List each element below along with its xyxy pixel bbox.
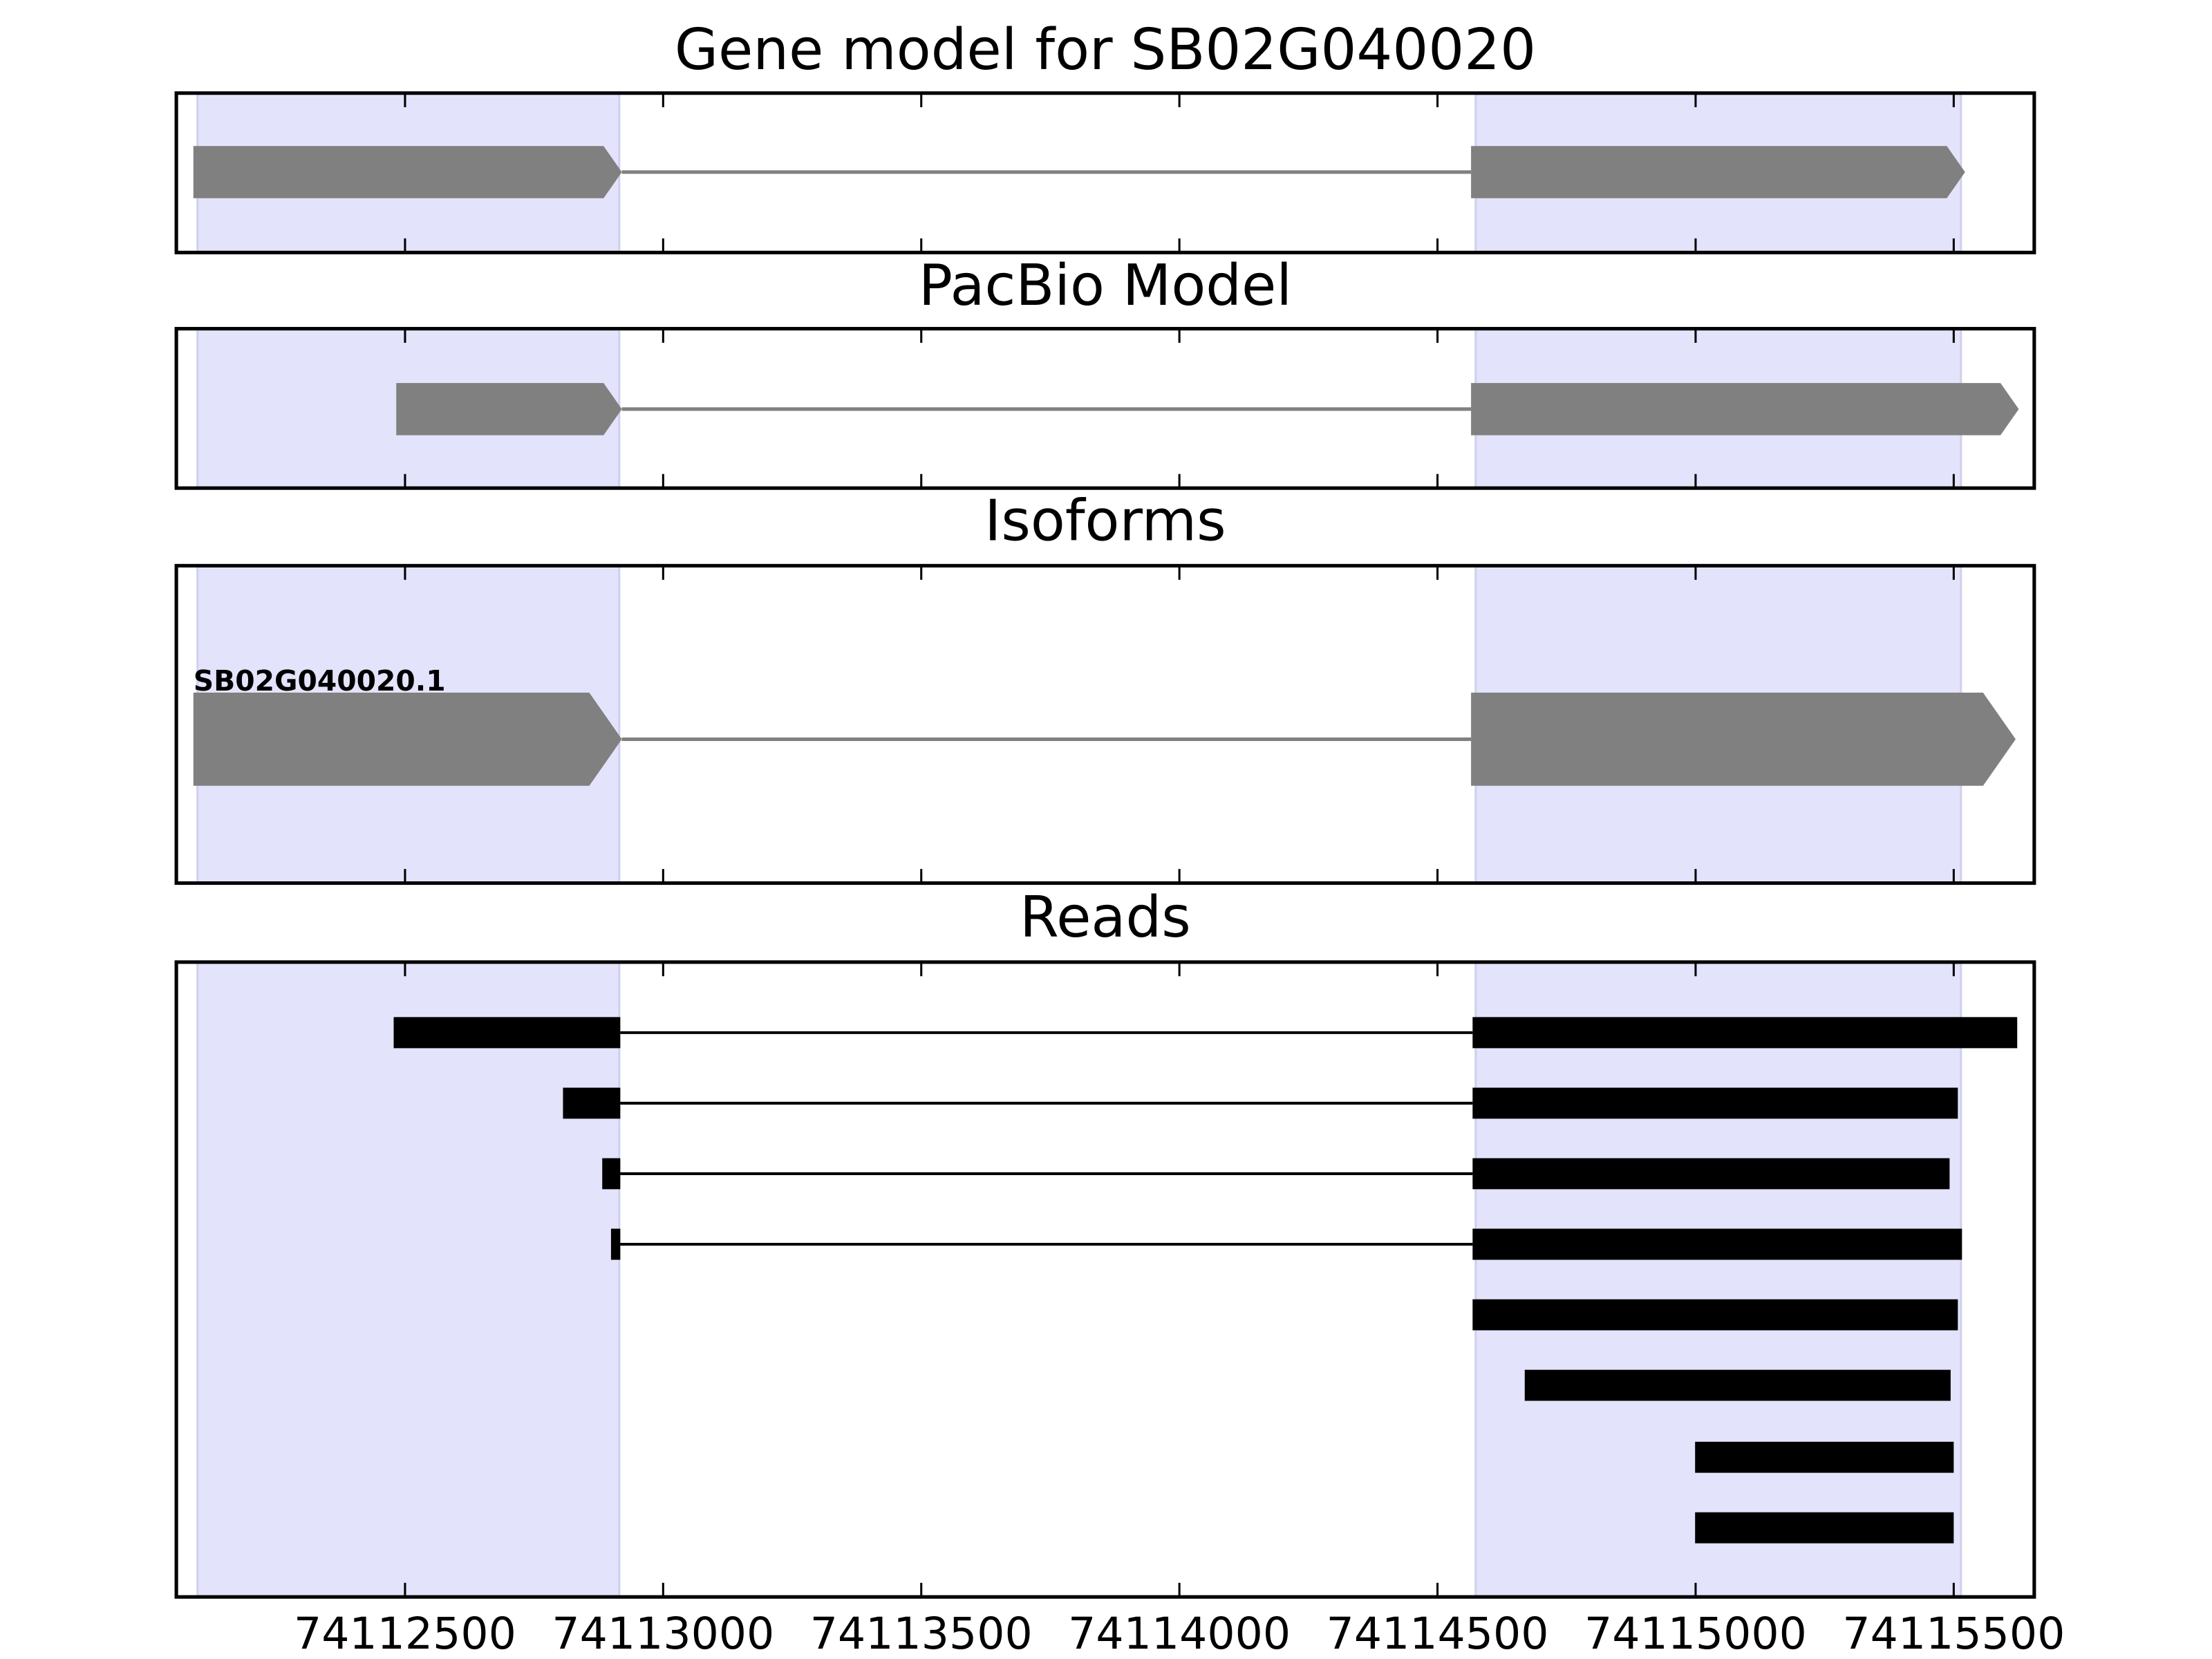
x-tick-label: 74114000 [1068,1608,1291,1659]
x-tick-label: 74115500 [1842,1608,2065,1659]
exon [1471,693,2016,786]
exon [393,1017,621,1049]
isoform-label: SB02G040020.1 [194,664,446,697]
x-tick-label: 74115000 [1584,1608,1807,1659]
exon [1524,1369,1951,1401]
panel-title: PacBio Model [919,253,1292,319]
exon [1471,146,1965,198]
exon [1472,1087,1958,1119]
panel-title: Isoforms [984,489,1226,554]
highlight-region [196,961,621,1598]
exon [563,1087,621,1119]
exon [396,383,622,435]
panel-title: Reads [1020,885,1191,950]
exon [193,146,622,198]
panel-frame [174,326,2036,490]
x-tick-label: 74113500 [810,1608,1033,1659]
exon [1695,1441,1954,1473]
panel-frame [174,563,2036,885]
exon [1472,1299,1958,1331]
exon [1472,1228,1962,1260]
x-tick-label: 74112500 [294,1608,516,1659]
exon [1471,383,2019,435]
exon [193,693,622,786]
exon [1695,1512,1954,1544]
exon [602,1158,621,1190]
highlight-region [1474,961,1962,1598]
x-tick-label: 74113000 [552,1608,774,1659]
exon [610,1228,621,1260]
panel-frame [174,91,2036,254]
x-tick-label: 74114500 [1327,1608,1549,1659]
exon [1472,1017,2018,1049]
exon [1472,1158,1950,1190]
panel-frame [174,960,2036,1599]
panel-title: Gene model for SB02G040020 [675,17,1536,83]
